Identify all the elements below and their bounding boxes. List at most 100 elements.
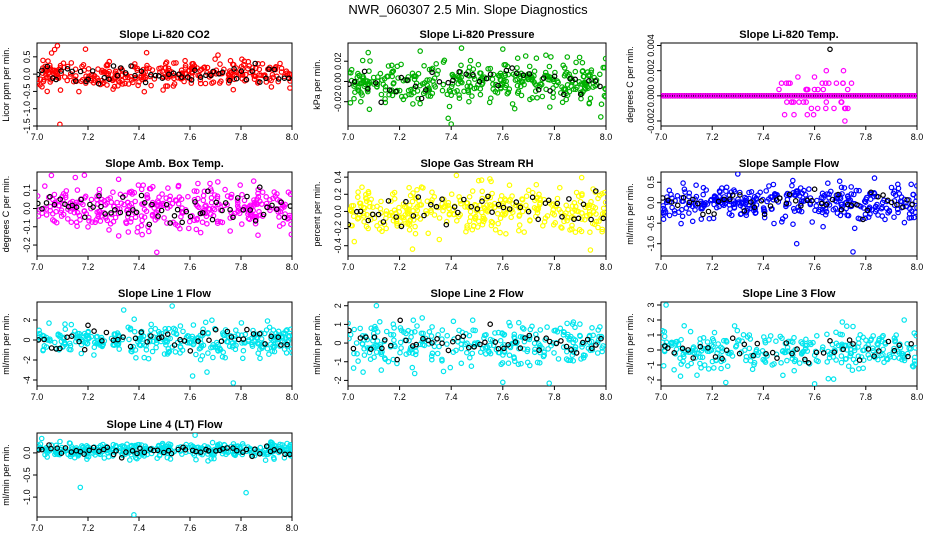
series-point (599, 228, 605, 235)
series-point (227, 228, 234, 234)
series-point (795, 204, 802, 210)
series-point (114, 199, 120, 206)
series-point (283, 350, 290, 356)
series-point (366, 106, 373, 113)
series-point (867, 211, 873, 217)
panel-5: Slope Gas Stream RH7.0 7.2 7.4 7.6 7.8 8.0-0.… (312, 158, 612, 272)
y-tick-label: 0.0 (646, 196, 656, 209)
series-point (238, 320, 245, 326)
series-point (783, 99, 790, 105)
series-point (348, 222, 354, 229)
series-point (833, 329, 839, 336)
series-point (748, 189, 755, 195)
series-point (804, 86, 811, 93)
series-point (390, 217, 397, 224)
series-point (446, 103, 453, 110)
black-point (501, 345, 507, 352)
series-point (189, 333, 196, 340)
series-point (824, 331, 830, 338)
series-point (281, 454, 288, 461)
series-point (45, 58, 51, 64)
series-point (744, 207, 750, 214)
series-point (37, 80, 41, 87)
series-point (686, 210, 692, 216)
series-point (408, 334, 414, 340)
series-point (731, 323, 738, 329)
black-point (68, 333, 75, 340)
black-point (794, 346, 800, 352)
series-point (361, 345, 367, 352)
black-point (117, 209, 124, 216)
series-point (562, 71, 569, 77)
series-point (232, 333, 238, 340)
black-point (380, 219, 387, 225)
series-point (520, 326, 527, 332)
series-point (407, 192, 414, 199)
series-point (705, 366, 712, 372)
series-point (439, 327, 446, 333)
series-point (429, 189, 435, 196)
outlier-point (663, 302, 669, 308)
series-point (441, 57, 448, 64)
series-point (838, 99, 844, 105)
series-point (160, 87, 166, 93)
series-point (875, 212, 881, 218)
series-point (499, 360, 506, 366)
black-point (674, 202, 681, 209)
series-point (767, 333, 774, 339)
outlier-point (850, 249, 856, 255)
series-point (680, 353, 687, 360)
series-point (444, 341, 450, 347)
series-point (433, 60, 440, 67)
series-point (170, 325, 177, 332)
series-point (93, 449, 100, 455)
black-point (112, 207, 118, 213)
series-point (266, 351, 272, 358)
series-point (771, 361, 777, 367)
x-tick-label: 7.8 (548, 132, 561, 142)
series-point (780, 372, 786, 379)
series-point (840, 67, 847, 74)
black-point (125, 210, 132, 217)
series-point (836, 178, 843, 185)
series-point (470, 327, 476, 334)
series-point (431, 82, 438, 88)
black-point (120, 194, 126, 200)
series-point (838, 184, 845, 191)
series-point (351, 326, 358, 333)
series-point (666, 212, 673, 219)
black-point (273, 206, 280, 213)
black-point (805, 359, 812, 366)
series-point (264, 318, 271, 324)
series-point (37, 76, 44, 83)
series-point (258, 335, 265, 342)
series-point (138, 335, 144, 341)
black-point (51, 201, 58, 208)
series-point (415, 95, 421, 102)
series-point (789, 182, 795, 189)
black-point (120, 334, 126, 340)
series-point (778, 359, 784, 366)
series-point (51, 46, 58, 53)
series-point (357, 98, 364, 105)
series-point (127, 326, 134, 333)
outlier-point (44, 88, 51, 95)
series-point (53, 219, 60, 226)
series-point (692, 355, 699, 361)
series-point (153, 344, 159, 351)
y-tick-label: -1.5 (22, 118, 32, 134)
series-point (600, 64, 606, 71)
series-point (560, 331, 567, 338)
series-point (287, 448, 292, 455)
black-point (439, 196, 445, 203)
series-point (419, 81, 426, 87)
series-point (177, 343, 184, 350)
black-point (723, 347, 730, 354)
series-point (350, 365, 357, 371)
series-point (694, 372, 700, 379)
series-point (267, 197, 273, 203)
series-point (182, 65, 189, 71)
plot-frame (36, 42, 293, 127)
black-point (159, 75, 166, 82)
series-point (760, 356, 767, 363)
